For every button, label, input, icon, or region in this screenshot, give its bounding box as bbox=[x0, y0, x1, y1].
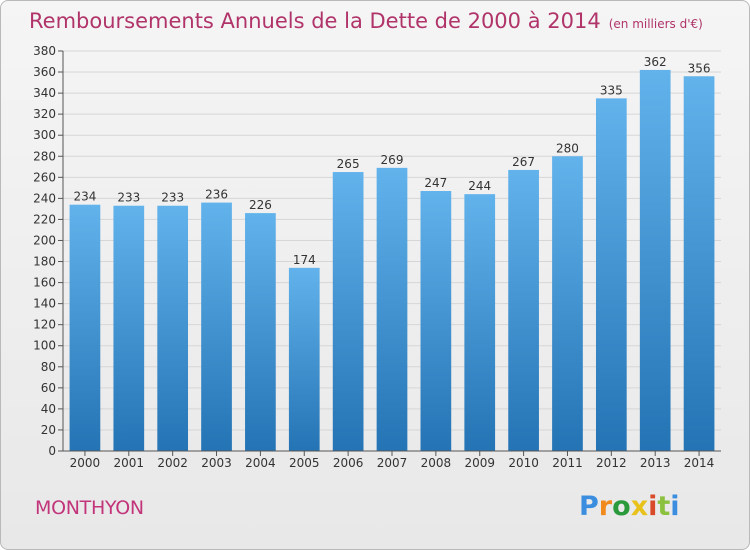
bar bbox=[157, 205, 189, 451]
y-tick-label: 40 bbox=[41, 402, 56, 416]
data-label: 267 bbox=[512, 155, 535, 169]
bar bbox=[683, 76, 715, 452]
x-tick-label: 2007 bbox=[377, 456, 408, 470]
data-label: 233 bbox=[117, 191, 140, 205]
data-label: 226 bbox=[249, 198, 272, 212]
y-tick-label: 360 bbox=[33, 65, 56, 79]
bar bbox=[552, 156, 583, 451]
x-tick-label: 2013 bbox=[640, 456, 671, 470]
data-label: 234 bbox=[73, 190, 96, 204]
y-tick-label: 300 bbox=[33, 128, 56, 142]
x-tick-label: 2004 bbox=[245, 456, 276, 470]
y-tick-label: 140 bbox=[33, 297, 56, 311]
x-tick-label: 2011 bbox=[552, 456, 583, 470]
logo-letter: i bbox=[670, 491, 680, 522]
axes bbox=[62, 51, 721, 452]
y-tick-label: 220 bbox=[33, 212, 56, 226]
y-tick-label: 20 bbox=[41, 423, 56, 437]
x-tick-label: 2005 bbox=[289, 456, 320, 470]
x-tick-label: 2000 bbox=[70, 456, 101, 470]
x-tick-label: 2003 bbox=[201, 456, 232, 470]
data-label: 247 bbox=[424, 176, 447, 190]
data-label: 362 bbox=[644, 55, 667, 69]
bar bbox=[464, 194, 496, 451]
y-tick-label: 120 bbox=[33, 318, 56, 332]
data-label: 236 bbox=[205, 188, 228, 202]
logo-letter: t bbox=[657, 491, 671, 522]
y-tick-label: 320 bbox=[33, 107, 56, 121]
data-label: 335 bbox=[600, 83, 623, 97]
y-tick-label: 240 bbox=[33, 191, 56, 205]
proxiti-logo: Proxiti bbox=[579, 491, 680, 522]
bar bbox=[201, 202, 232, 451]
chart-title-main: Remboursements Annuels de la Dette de 20… bbox=[29, 9, 601, 33]
data-label: 265 bbox=[337, 157, 360, 171]
bar bbox=[639, 69, 671, 452]
bars bbox=[69, 69, 715, 452]
bar bbox=[245, 213, 276, 451]
data-label: 244 bbox=[468, 179, 491, 193]
x-tick-label: 2010 bbox=[508, 456, 539, 470]
y-tick-label: 100 bbox=[33, 339, 56, 353]
data-label: 280 bbox=[556, 141, 579, 155]
y-tick-label: 80 bbox=[41, 360, 56, 374]
y-tick-label: 340 bbox=[33, 86, 56, 100]
logo-letter: x bbox=[630, 491, 649, 522]
y-tick-label: 60 bbox=[41, 381, 56, 395]
data-label: 233 bbox=[161, 191, 184, 205]
bar bbox=[113, 205, 145, 451]
x-tick-label: 2014 bbox=[684, 456, 715, 470]
bar bbox=[288, 267, 320, 451]
x-tick-label: 2002 bbox=[157, 456, 188, 470]
x-tick-label: 2006 bbox=[333, 456, 364, 470]
y-tick-label: 200 bbox=[33, 233, 56, 247]
bar bbox=[420, 191, 452, 451]
data-label: 356 bbox=[688, 61, 711, 75]
y-tick-label: 160 bbox=[33, 276, 56, 290]
x-tick-label: 2008 bbox=[421, 456, 452, 470]
y-tick-label: 260 bbox=[33, 170, 56, 184]
y-tick-label: 180 bbox=[33, 255, 56, 269]
bar bbox=[332, 172, 364, 452]
data-label: 174 bbox=[293, 253, 316, 267]
bar bbox=[69, 204, 101, 451]
bar bbox=[595, 98, 627, 452]
logo-letter: i bbox=[648, 491, 658, 522]
x-tick-label: 2012 bbox=[596, 456, 627, 470]
data-label: 269 bbox=[381, 153, 404, 167]
chart-title: Remboursements Annuels de la Dette de 20… bbox=[29, 9, 703, 33]
x-axis-ticks: 2000 2001 2002 2003 2004 2005 2006 2007 2008 2009… bbox=[70, 451, 715, 470]
y-tick-label: 380 bbox=[33, 44, 56, 58]
logo-letter: r bbox=[598, 491, 613, 522]
bar bbox=[508, 169, 539, 451]
logo-letter: P bbox=[579, 491, 599, 522]
logo-letter: o bbox=[612, 491, 631, 522]
town-name: MONTHYON bbox=[35, 497, 144, 519]
x-tick-label: 2001 bbox=[114, 456, 145, 470]
bar bbox=[376, 167, 408, 451]
y-tick-label: 0 bbox=[48, 444, 56, 458]
chart-title-unit: (en milliers d'€) bbox=[608, 17, 703, 31]
value-labels: 234 233 233 236 226 174 265 269 247 244 267 280 335 3… bbox=[73, 55, 710, 267]
x-tick-label: 2009 bbox=[464, 456, 495, 470]
y-tick-label: 280 bbox=[33, 149, 56, 163]
y-axis-ticks: 0 20 40 60 80 100 120 140 160 180 200 220 240 260 280 3… bbox=[33, 44, 63, 458]
